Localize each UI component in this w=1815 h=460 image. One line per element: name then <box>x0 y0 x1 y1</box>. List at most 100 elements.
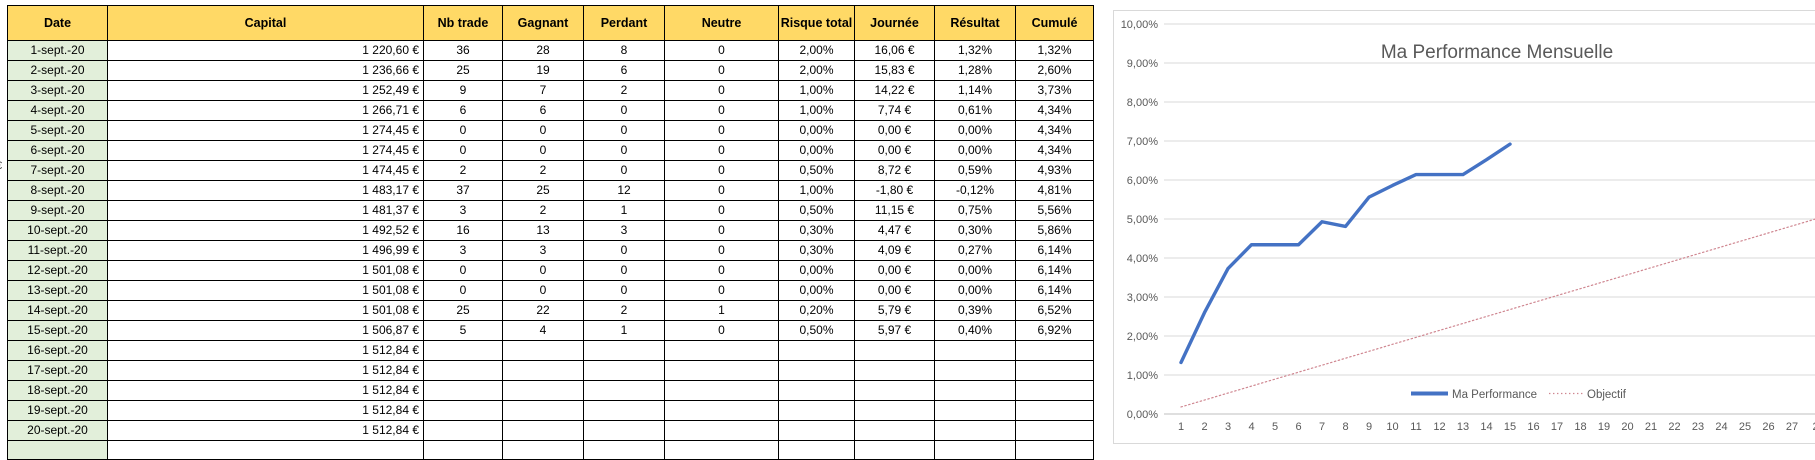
table-cell[interactable]: 6 <box>423 100 503 121</box>
table-cell[interactable]: 1 483,17 € <box>107 180 424 201</box>
table-cell[interactable] <box>583 439 665 460</box>
table-cell[interactable]: 0,00% <box>778 260 855 281</box>
table-cell[interactable]: 0,30% <box>778 220 855 241</box>
table-cell[interactable] <box>664 360 779 381</box>
date-cell[interactable]: 14-sept.-20 <box>7 300 108 321</box>
table-cell[interactable]: 0,75% <box>934 200 1016 221</box>
table-cell[interactable]: 0,00% <box>934 260 1016 281</box>
table-cell[interactable] <box>934 420 1016 441</box>
table-cell[interactable]: 19 <box>502 60 584 81</box>
table-cell[interactable]: 12 <box>583 180 665 201</box>
table-cell[interactable]: 0 <box>423 140 503 161</box>
table-cell[interactable]: 0,00% <box>778 140 855 161</box>
table-cell[interactable]: 0,40% <box>934 320 1016 341</box>
table-cell[interactable]: 0,00 € <box>854 120 935 141</box>
date-cell[interactable]: 17-sept.-20 <box>7 360 108 381</box>
date-cell[interactable] <box>7 439 108 460</box>
table-cell[interactable] <box>423 400 503 421</box>
table-cell[interactable]: 28 <box>502 40 584 61</box>
table-cell[interactable]: 0 <box>423 120 503 141</box>
table-cell[interactable]: 0,00% <box>778 280 855 301</box>
table-cell[interactable]: 4,81% <box>1015 180 1094 201</box>
table-cell[interactable]: 0,50% <box>778 200 855 221</box>
date-cell[interactable]: 18-sept.-20 <box>7 380 108 401</box>
table-cell[interactable]: 1 501,08 € <box>107 260 424 281</box>
table-cell[interactable]: 0 <box>664 280 779 301</box>
table-cell[interactable]: 16,06 € <box>854 40 935 61</box>
table-cell[interactable] <box>502 400 584 421</box>
table-cell[interactable]: 0 <box>583 260 665 281</box>
table-cell[interactable]: 7 <box>502 80 584 101</box>
table-cell[interactable]: 1 274,45 € <box>107 140 424 161</box>
table-cell[interactable] <box>854 360 935 381</box>
table-cell[interactable]: 0,00 € <box>854 280 935 301</box>
table-cell[interactable]: -0,12% <box>934 180 1016 201</box>
table-cell[interactable]: 3 <box>502 240 584 261</box>
table-cell[interactable] <box>1015 340 1094 361</box>
table-cell[interactable]: 1 <box>664 300 779 321</box>
date-cell[interactable]: 1-sept.-20 <box>7 40 108 61</box>
table-cell[interactable]: 25 <box>502 180 584 201</box>
table-cell[interactable]: 9 <box>423 80 503 101</box>
table-cell[interactable]: 0 <box>664 220 779 241</box>
table-cell[interactable] <box>664 380 779 401</box>
table-cell[interactable] <box>934 439 1016 460</box>
table-cell[interactable] <box>502 439 584 460</box>
table-cell[interactable]: 0,00 € <box>854 140 935 161</box>
table-cell[interactable]: 1 236,66 € <box>107 60 424 81</box>
table-cell[interactable]: 1,32% <box>1015 40 1094 61</box>
table-cell[interactable] <box>854 380 935 401</box>
table-cell[interactable]: 1 481,37 € <box>107 200 424 221</box>
table-cell[interactable]: 0 <box>664 320 779 341</box>
table-cell[interactable] <box>423 340 503 361</box>
table-cell[interactable]: 6 <box>583 60 665 81</box>
column-header[interactable]: Nb trade <box>423 5 503 41</box>
table-cell[interactable] <box>854 400 935 421</box>
table-cell[interactable]: 0 <box>502 280 584 301</box>
table-cell[interactable]: 25 <box>423 60 503 81</box>
date-cell[interactable]: 11-sept.-20 <box>7 240 108 261</box>
table-cell[interactable]: 4,47 € <box>854 220 935 241</box>
table-cell[interactable]: 0 <box>583 240 665 261</box>
table-cell[interactable] <box>854 439 935 460</box>
date-cell[interactable]: 4-sept.-20 <box>7 100 108 121</box>
table-cell[interactable]: 0 <box>583 120 665 141</box>
table-cell[interactable]: 1 474,45 € <box>107 160 424 181</box>
table-cell[interactable]: 0,27% <box>934 240 1016 261</box>
table-cell[interactable]: 1 512,84 € <box>107 380 424 401</box>
table-cell[interactable]: 22 <box>502 300 584 321</box>
table-cell[interactable]: 0 <box>583 140 665 161</box>
table-cell[interactable] <box>423 420 503 441</box>
table-cell[interactable]: 0 <box>423 260 503 281</box>
table-cell[interactable]: 0 <box>664 240 779 261</box>
table-cell[interactable]: 0 <box>583 280 665 301</box>
table-cell[interactable]: 1 252,49 € <box>107 80 424 101</box>
table-cell[interactable]: 8,72 € <box>854 160 935 181</box>
table-cell[interactable]: 0 <box>502 140 584 161</box>
column-header[interactable]: Gagnant <box>502 5 584 41</box>
table-cell[interactable] <box>778 420 855 441</box>
table-cell[interactable]: 6,14% <box>1015 240 1094 261</box>
table-cell[interactable]: -1,80 € <box>854 180 935 201</box>
table-cell[interactable] <box>107 439 424 460</box>
date-cell[interactable]: 13-sept.-20 <box>7 280 108 301</box>
table-cell[interactable]: 6,14% <box>1015 280 1094 301</box>
table-cell[interactable]: 1 512,84 € <box>107 340 424 361</box>
table-cell[interactable]: 0 <box>664 180 779 201</box>
table-cell[interactable] <box>854 340 935 361</box>
table-cell[interactable]: 1 512,84 € <box>107 420 424 441</box>
table-cell[interactable] <box>583 360 665 381</box>
table-cell[interactable]: 1 220,60 € <box>107 40 424 61</box>
table-cell[interactable]: 0 <box>664 120 779 141</box>
date-cell[interactable]: 15-sept.-20 <box>7 320 108 341</box>
table-cell[interactable]: 0,20% <box>778 300 855 321</box>
table-cell[interactable]: 6,52% <box>1015 300 1094 321</box>
table-cell[interactable]: 6,14% <box>1015 260 1094 281</box>
date-cell[interactable]: 10-sept.-20 <box>7 220 108 241</box>
table-cell[interactable]: 2 <box>423 160 503 181</box>
table-cell[interactable]: 0,00% <box>934 140 1016 161</box>
date-cell[interactable]: 6-sept.-20 <box>7 140 108 161</box>
table-cell[interactable] <box>583 340 665 361</box>
legend-label[interactable]: Ma Performance <box>1452 389 1537 401</box>
table-cell[interactable]: 0 <box>664 140 779 161</box>
